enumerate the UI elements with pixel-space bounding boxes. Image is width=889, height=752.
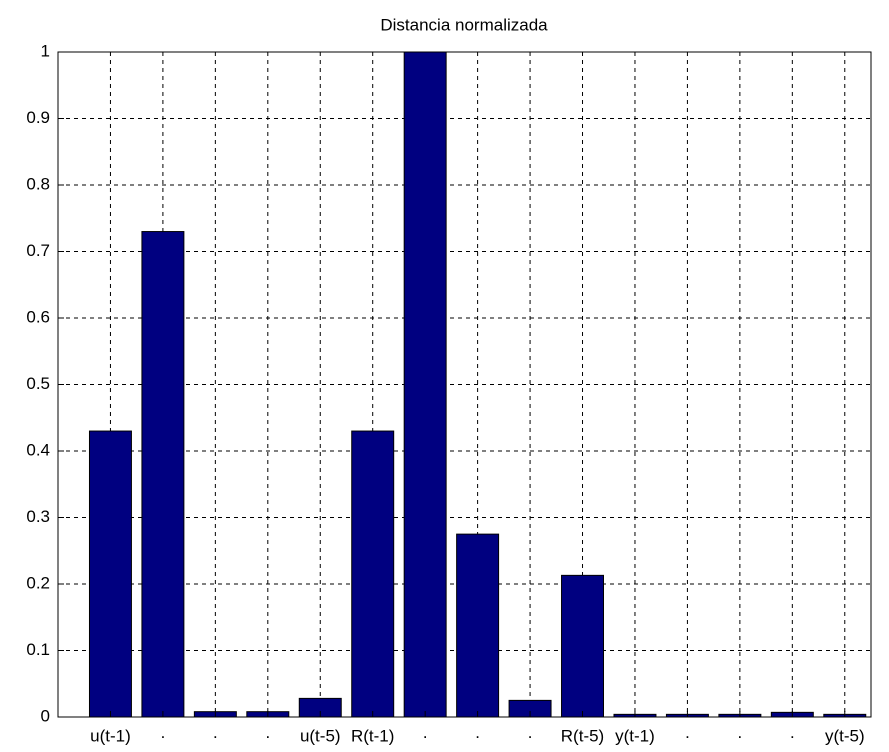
x-tick-label: R(t-5) [561, 726, 604, 745]
bar [403, 51, 447, 718]
y-tick-label: 0.7 [26, 241, 50, 260]
bar [351, 430, 395, 718]
chart-title: Distancia normalizada [380, 15, 548, 34]
x-tick-label: · [475, 726, 481, 745]
x-tick-label: · [265, 726, 271, 745]
x-tick-label: · [737, 726, 743, 745]
x-tick-label: · [685, 726, 691, 745]
x-tick-label: u(t-1) [90, 726, 131, 745]
y-tick-label: 0.6 [26, 307, 50, 326]
y-tick-label: 0.1 [26, 640, 50, 659]
x-tick-label: · [789, 726, 795, 745]
bar [88, 430, 132, 718]
y-tick-label: 0 [41, 706, 50, 725]
y-tick-label: 1 [41, 41, 50, 60]
x-tick-label: · [422, 726, 428, 745]
plot-frame [57, 51, 872, 718]
y-tick-label: 0.9 [26, 108, 50, 127]
y-tick-label: 0.8 [26, 174, 50, 193]
x-tick-label: · [160, 726, 166, 745]
x-tick-label: y(t-5) [825, 726, 865, 745]
x-tick-label: y(t-1) [615, 726, 655, 745]
x-tick-label: · [213, 726, 219, 745]
y-tick-label: 0.3 [26, 507, 50, 526]
y-tick-label: 0.4 [26, 440, 50, 459]
bar [141, 231, 185, 718]
y-tick-label: 0.2 [26, 573, 50, 592]
x-tick-label: · [527, 726, 533, 745]
bar [561, 574, 604, 718]
x-tick-label: R(t-1) [351, 726, 394, 745]
bar [456, 533, 500, 718]
y-tick-label: 0.5 [26, 374, 50, 393]
x-tick-label: u(t-5) [300, 726, 341, 745]
